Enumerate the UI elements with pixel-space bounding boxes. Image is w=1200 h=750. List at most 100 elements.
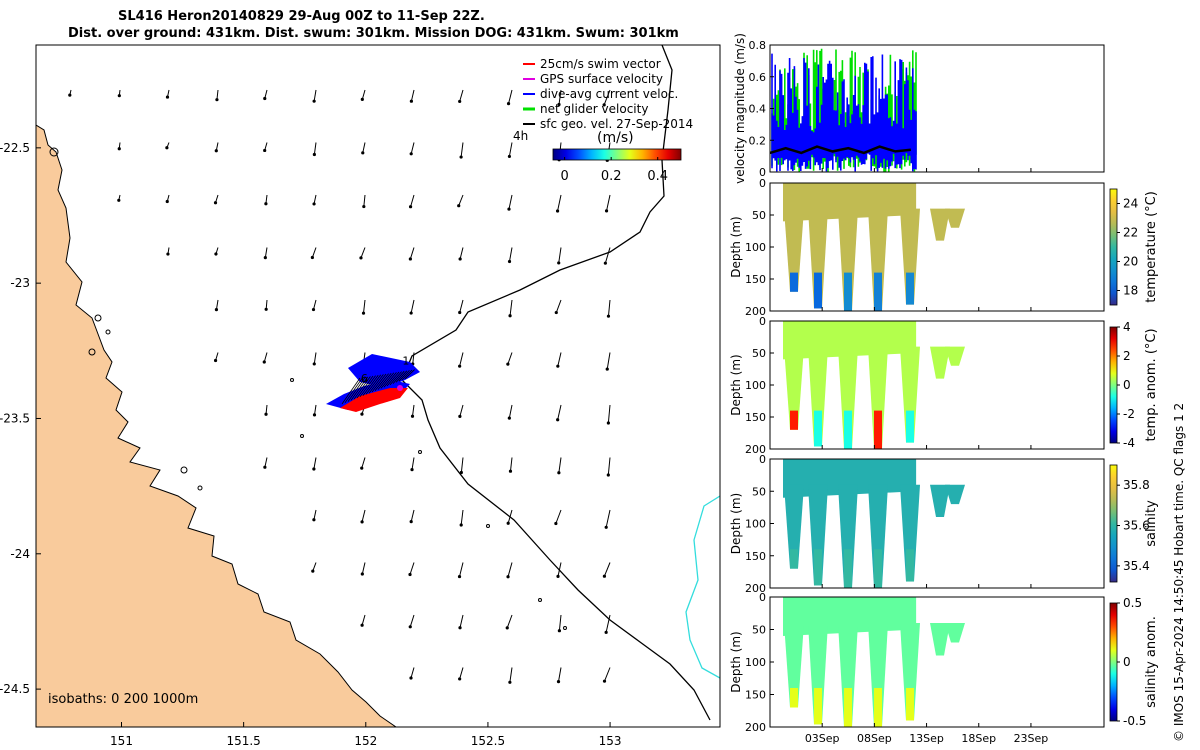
track-segment (383, 372, 397, 388)
velocity-vector (213, 352, 219, 363)
temp_anom-ytick-label: 0 (759, 315, 766, 328)
velocity-vector (606, 404, 611, 425)
salinity-ytick-label: 0 (759, 453, 766, 466)
salinity-ytick-label: 200 (745, 582, 766, 595)
salinity-colorbar-label: 35.4 (1123, 559, 1150, 573)
map-xtick-label: 151 (110, 734, 133, 748)
velocity-vector (410, 404, 415, 418)
velocity-vector (557, 247, 562, 265)
isobath-label: isobaths: 0 200 1000m (48, 692, 198, 707)
legend-entry-3: net glider velocity (540, 102, 648, 116)
velocity-vector (312, 509, 317, 522)
velocity-vector (360, 457, 366, 470)
track-segment (350, 376, 369, 401)
temp_anom-ytick-label: 50 (752, 347, 766, 360)
velocity-vector (459, 142, 464, 159)
title-line-1: SL416 Heron20140829 29-Aug 00Z to 11-Sep… (118, 9, 485, 24)
curtain-dive-2 (838, 208, 858, 311)
sal_anom-ytick-label: 50 (752, 624, 766, 637)
glider-track: 16 (326, 354, 420, 412)
velocity-vector (459, 509, 464, 527)
velocity-vector (556, 562, 562, 579)
velocity-ytick-label: 0.8 (749, 39, 767, 52)
curtain-dive-0 (784, 484, 804, 569)
velocity-vector (602, 562, 611, 578)
gps-surface-point (397, 385, 403, 391)
map-ytick-label: -24.5 (0, 682, 30, 696)
curtain-dive-1 (808, 346, 828, 447)
curtain-dive-bottom-2 (844, 272, 852, 311)
curtain-dive-4 (900, 208, 920, 305)
map-xtick-label: 152.5 (471, 734, 505, 748)
velocity-vector (263, 142, 268, 153)
island-12 (563, 626, 567, 630)
velocity-vector (68, 89, 72, 97)
curtain-dive-5 (930, 484, 950, 518)
curtain-dive-bottom-4 (906, 688, 914, 721)
island-0 (49, 147, 59, 157)
track-segment (341, 377, 361, 405)
date-tick-label: 03Sep (805, 732, 840, 745)
temperature-frame (769, 182, 1105, 312)
date-tick-label: 18Sep (961, 732, 996, 745)
track-segment (386, 371, 400, 387)
velocity-vector (506, 509, 513, 525)
velocity-vector (312, 194, 317, 206)
temp_anom-colorbar-label: 4 (1123, 320, 1131, 334)
temp_anom-colorbar-title: temp. anom. (°C) (1144, 328, 1159, 441)
curtain-dive-bottom-1 (814, 688, 822, 725)
map-colorbar-label: 0.4 (647, 169, 668, 184)
velocity-vector (213, 194, 219, 205)
velocity-vector (458, 404, 464, 418)
temp_anom-colorbar-label: 0 (1123, 378, 1131, 392)
curtain-dive-bottom-1 (814, 272, 822, 309)
curtain-dive-bottom-4 (906, 549, 914, 582)
island-5 (197, 485, 203, 491)
curtain-dive-3 (868, 623, 888, 727)
curtain-dive-bottom-3 (874, 272, 882, 311)
island-1 (94, 314, 102, 322)
curtain-dive-4 (900, 623, 920, 721)
velocity-vector (264, 404, 268, 416)
temperature-colorbar-title: temperature (°C) (1144, 191, 1159, 303)
sal_anom-ytick-label: 0 (759, 591, 766, 604)
temperature-ytick-label: 100 (745, 241, 766, 254)
temperature-colorbar-label: 20 (1123, 255, 1138, 269)
track-segment (365, 374, 382, 395)
date-tick-label: 23Sep (1014, 732, 1049, 745)
curtain-dive-2 (838, 623, 858, 727)
velocity-vector (408, 562, 415, 577)
track-segment (362, 374, 379, 396)
temp_anom-ytick-label: 150 (745, 411, 766, 424)
track-segment (371, 373, 387, 393)
temp_anom-ytick-label: 200 (745, 443, 766, 456)
velocity-vector (604, 509, 611, 529)
map-xtick-label: 151.5 (226, 734, 260, 748)
velocity-vector (410, 457, 415, 472)
track-segment (380, 372, 395, 389)
salinity-colorbar-label: 35.6 (1123, 519, 1150, 533)
curtain-dive-bottom-3 (874, 410, 882, 449)
salinity-ytick-label: 150 (745, 550, 766, 563)
velocity-vector (408, 614, 415, 629)
velocity-vector (310, 247, 317, 260)
velocity-vector (458, 247, 464, 261)
velocity-vector (117, 142, 121, 151)
velocity-vector (556, 667, 562, 684)
curtain-dive-bottom-1 (814, 549, 822, 586)
velocity-vector (408, 247, 415, 261)
velocity-vector (508, 299, 513, 318)
sal_anom-curtain (783, 597, 965, 727)
salinity-colorbar-label: 35.8 (1123, 478, 1150, 492)
legend-entry-4: sfc geo. vel. 27-Sep-2014 (540, 117, 693, 131)
velocity-vector (458, 614, 464, 630)
salinity-colorbar (1109, 464, 1118, 583)
curtain-dive-bottom-2 (844, 549, 852, 588)
island-7 (300, 434, 304, 438)
velocity-vector (409, 142, 415, 156)
curtain-dive-bottom-2 (844, 410, 852, 449)
track-segment (395, 370, 408, 383)
salinity-colorbar-title: salinity (1144, 500, 1159, 547)
